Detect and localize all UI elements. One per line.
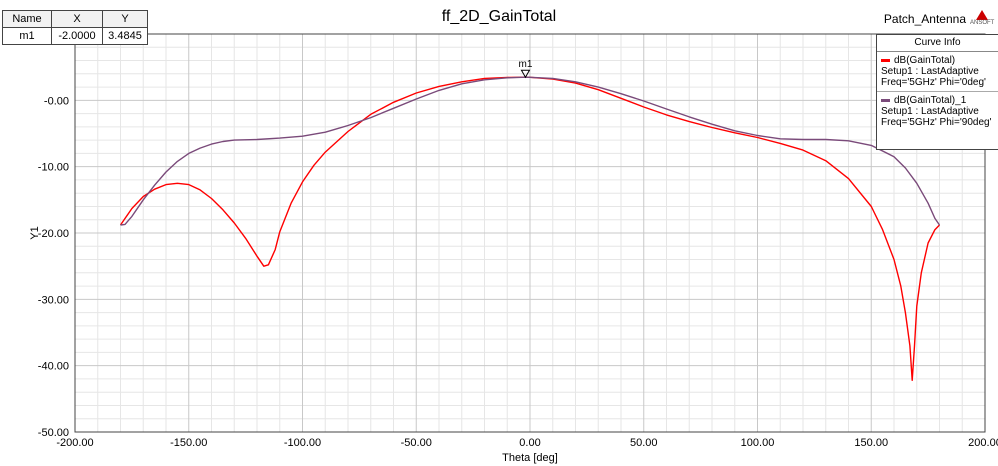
y-tick-label: -40.00 — [38, 361, 69, 373]
project-label: Patch_Antenna — [883, 12, 966, 26]
y-axis-ticks: -0.00 -10.00 -20.00 -30.00 -40.00 -50.00 — [38, 95, 69, 439]
marker-m1-label: m1 — [518, 59, 532, 70]
chart-title: ff_2D_GainTotal — [441, 8, 557, 25]
ansoft-logo-text: ANSOFT — [970, 20, 995, 26]
legend-entry-setup: Setup1 : LastAdaptive — [881, 66, 979, 77]
marker-table-cell-x: -2.0000 — [51, 27, 103, 45]
series-line-2 — [120, 76, 941, 226]
marker-table-cell-name: m1 — [2, 27, 52, 45]
x-tick-label: -50.00 — [401, 437, 432, 449]
marker-table-cell-y: 3.4845 — [102, 27, 148, 45]
marker-layer: m1 — [518, 59, 533, 79]
y-tick-label: -10.00 — [38, 162, 69, 174]
legend-entry-variation: Freq='5GHz' Phi='0deg' — [881, 77, 986, 88]
marker-m1-triangle[interactable] — [520, 69, 531, 79]
legend-entry-gain-phi0[interactable]: dB(GainTotal) Setup1 : LastAdaptive Freq… — [877, 52, 998, 92]
legend-entry-gain-phi90[interactable]: dB(GainTotal)_1 Setup1 : LastAdaptive Fr… — [877, 92, 998, 131]
ansoft-logo: ANSOFT — [970, 10, 994, 26]
x-axis-label: Theta [deg] — [502, 452, 558, 464]
x-tick-label: 200.00 — [968, 437, 998, 449]
marker-table: Name X Y m1 -2.0000 3.4845 — [2, 10, 148, 45]
x-tick-label: -150.00 — [170, 437, 207, 449]
x-tick-label: 0.00 — [519, 437, 540, 449]
y-tick-label: -20.00 — [38, 228, 69, 240]
x-axis-ticks: -200.00 -150.00 -100.00 -50.00 0.00 50.00 100.… — [56, 437, 998, 449]
x-tick-label: 150.00 — [854, 437, 888, 449]
legend-entry-setup: Setup1 : LastAdaptive — [881, 106, 979, 117]
y-tick-label: -30.00 — [38, 294, 69, 306]
ansoft-logo-icon — [976, 10, 988, 20]
legend-entry-name: dB(GainTotal) — [894, 55, 956, 66]
marker-table-row: m1 -2.0000 3.4845 — [2, 27, 148, 45]
legend-title: Curve Info — [877, 35, 998, 52]
y-tick-label: -50.00 — [38, 427, 69, 439]
x-tick-label: 50.00 — [630, 437, 658, 449]
marker-table-header-x: X — [51, 10, 103, 28]
x-tick-label: 100.00 — [741, 437, 775, 449]
plot-area-frame — [74, 33, 986, 433]
y-tick-label: -0.00 — [44, 95, 69, 107]
x-tick-label: -200.00 — [56, 437, 93, 449]
legend[interactable]: Curve Info dB(GainTotal) Setup1 : LastAd… — [876, 34, 998, 150]
legend-entry-name: dB(GainTotal)_1 — [894, 95, 967, 106]
legend-swatch-purple — [881, 98, 890, 102]
x-tick-label: -100.00 — [284, 437, 321, 449]
legend-swatch-red — [881, 58, 890, 62]
legend-entry-variation: Freq='5GHz' Phi='90deg' — [881, 117, 992, 128]
y-axis-label: Y1 — [29, 226, 41, 239]
series-layer — [119, 76, 941, 381]
